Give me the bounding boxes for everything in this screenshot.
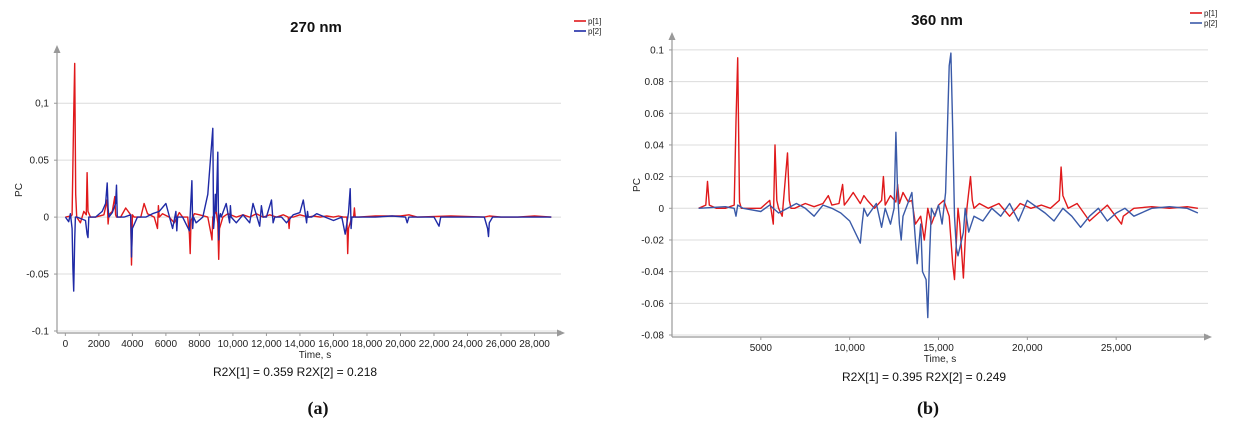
y-axis-label: PC: [632, 178, 643, 192]
x-tick-label: 26,000: [486, 339, 517, 350]
legend-label: p[1]: [1204, 9, 1217, 18]
x-tick-label: 14,000: [285, 339, 316, 350]
legend-label: p[2]: [1204, 19, 1217, 28]
x-tick-label: 10,000: [218, 339, 249, 350]
y-tick-label: 0.05: [30, 156, 50, 167]
y-tick-label: -0.1: [32, 327, 50, 338]
y-tick-label: 0.08: [645, 77, 665, 88]
x-tick-label: 10,000: [834, 343, 865, 354]
x-tick-label: 2000: [88, 339, 111, 350]
chart-title: 270 nm: [290, 19, 342, 36]
x-axis-arrow-icon: [1204, 333, 1212, 341]
chart-b: -0.08 -0.06 -0.04 -0.02 0 0.02 0.04 0.06 0.08 0.1…: [632, 9, 1217, 419]
x-tick-label: 8000: [188, 339, 211, 350]
x-tick-label: 15,000: [923, 343, 954, 354]
x-tick-label: 20,000: [385, 339, 416, 350]
y-tick-label: -0.06: [641, 299, 664, 310]
x-axis-label: Time, s: [924, 354, 956, 365]
x-tick-label: 18,000: [352, 339, 383, 350]
y-axis-arrow-icon: [668, 32, 676, 40]
series-line-p1: [698, 57, 1199, 281]
y-tick-label: -0.04: [641, 267, 664, 278]
series-line-p1: [65, 62, 552, 266]
x-axis-arrow-icon: [557, 329, 565, 337]
y-tick-label: 0,1: [35, 99, 49, 110]
series-line-p2: [698, 52, 1199, 319]
x-tick-label: 25,000: [1101, 343, 1132, 354]
y-axis-label: PC: [14, 183, 25, 197]
y-tick-label: 0.04: [645, 140, 665, 151]
y-tick-label: 0.1: [650, 45, 664, 56]
x-tick-label: 6000: [155, 339, 178, 350]
legend-label: p[2]: [588, 27, 601, 36]
chart-a: -0.1 -0.05 0 0.05 0,1 0 2000 4000 6000 8000 10,000…: [14, 17, 601, 419]
x-tick-label: 0: [63, 339, 69, 350]
x-tick-label: 16,000: [318, 339, 349, 350]
series-line-p2: [64, 127, 552, 292]
y-tick-label: -0.05: [26, 270, 49, 281]
legend-label: p[1]: [588, 17, 601, 26]
r2x-footer: R2X[1] = 0.359 R2X[2] = 0.218: [213, 365, 377, 379]
y-tick-label: -0.02: [641, 235, 664, 246]
y-axis-arrow-icon: [53, 45, 61, 53]
r2x-footer: R2X[1] = 0.395 R2X[2] = 0.249: [842, 370, 1006, 384]
x-tick-label: 24,000: [452, 339, 483, 350]
panel-caption: (a): [308, 398, 329, 419]
x-tick-label: 22,000: [419, 339, 450, 350]
x-tick-label: 28,000: [519, 339, 550, 350]
x-tick-label: 4000: [121, 339, 144, 350]
y-tick-label: 0: [43, 213, 49, 224]
panel-caption: (b): [917, 398, 939, 419]
y-tick-label: 0.06: [645, 109, 665, 120]
x-tick-label: 20,000: [1012, 343, 1043, 354]
y-tick-label: 0.02: [645, 172, 665, 183]
x-tick-label: 12,000: [251, 339, 282, 350]
y-tick-label: -0.08: [641, 331, 664, 342]
x-axis-label: Time, s: [299, 350, 331, 361]
chart-title: 360 nm: [911, 12, 963, 29]
x-tick-label: 5000: [750, 343, 773, 354]
y-tick-label: 0: [658, 204, 664, 215]
